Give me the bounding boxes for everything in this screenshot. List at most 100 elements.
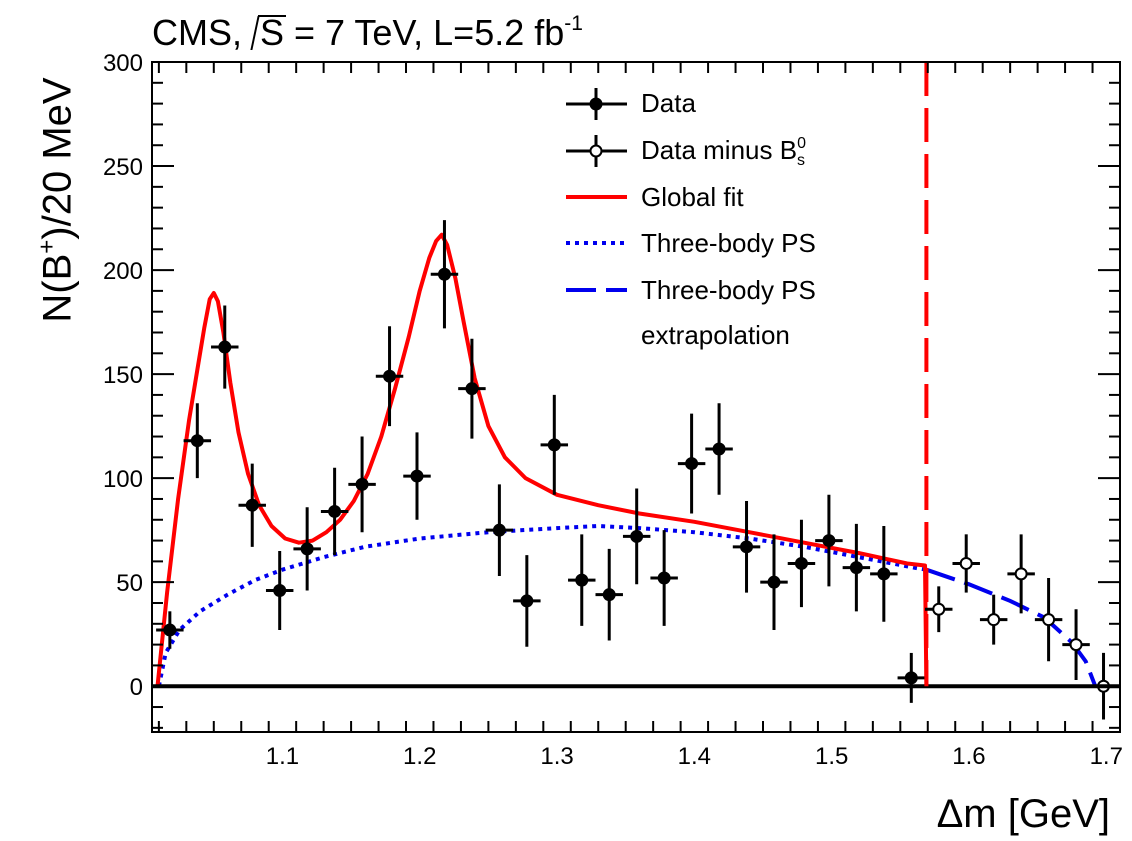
marker [1069, 638, 1083, 652]
x-tick-label: 1.1 [266, 743, 299, 770]
marker [932, 602, 946, 616]
legend-label-data: Data [641, 88, 696, 118]
data-point-13 [513, 555, 541, 647]
marker [520, 594, 534, 608]
marker [959, 556, 973, 570]
data-minus-point-1 [952, 534, 980, 593]
data-point-19 [677, 413, 706, 514]
data-point-4 [265, 550, 294, 631]
marker [328, 504, 342, 518]
x-tick-label: 1.6 [952, 743, 985, 770]
marker [273, 584, 287, 598]
y-tick-label: 300 [103, 50, 143, 77]
chart-title: CMS, S = 7 TeV, L=5.2 fb-1 [152, 12, 583, 54]
legend-label-ps-extrap: Three-body PS [641, 275, 816, 305]
marker [767, 575, 781, 589]
marker [1014, 567, 1028, 581]
data-point-22 [760, 534, 788, 631]
legend-markers [566, 88, 627, 292]
data-point-10 [430, 220, 459, 329]
marker [849, 561, 863, 575]
marker [383, 369, 397, 383]
legend-dot [589, 144, 603, 158]
marker [575, 573, 589, 587]
marker [685, 457, 699, 471]
data-point-23 [787, 519, 816, 608]
marker [190, 434, 204, 448]
legend-dot [589, 97, 603, 111]
curves [155, 232, 1098, 687]
data-point-8 [375, 326, 404, 427]
marker [492, 523, 506, 537]
marker [1042, 613, 1056, 627]
marker [712, 442, 726, 456]
legend-label-global-fit: Global fit [641, 182, 744, 212]
data-point-14 [540, 394, 569, 495]
y-tick-label: 200 [103, 258, 143, 285]
x-tick-label: 1.7 [1090, 743, 1123, 770]
marker [877, 567, 891, 581]
data-point-24 [815, 494, 843, 587]
marker [300, 542, 314, 556]
data-minus-point-2 [979, 594, 1008, 645]
marker [547, 438, 561, 452]
data-point-6 [320, 467, 349, 556]
marker [904, 671, 918, 685]
marker [218, 340, 232, 354]
legend-label-ps: Three-body PS [641, 228, 816, 258]
data-point-1 [183, 403, 212, 479]
y-tick-label: 150 [103, 362, 143, 389]
data-point-7 [348, 436, 376, 533]
marker [822, 534, 836, 548]
data-point-9 [403, 432, 431, 520]
data-point-2 [211, 305, 239, 389]
marker [465, 382, 479, 396]
y-tick-label: 0 [130, 674, 143, 701]
data-point-16 [595, 548, 623, 641]
plot-frame [151, 61, 1121, 733]
y-tick-label: 250 [103, 154, 143, 181]
data-point-26 [870, 526, 898, 622]
marker [602, 588, 616, 602]
marker [794, 556, 808, 570]
y-axis-label: N(B+)/20 MeV [33, 77, 80, 323]
data-point-11 [458, 338, 486, 439]
marker [410, 469, 424, 483]
x-tick-label: 1.4 [678, 743, 711, 770]
ps-extrapolation-curve [925, 567, 1098, 687]
marker [245, 498, 259, 512]
x-axis-label: Δm [GeV] [936, 792, 1110, 836]
axes: 1.1 1.2 1.3 1.4 1.5 1.6 1.7 0 50 100 150 200 250 300 [103, 50, 1123, 770]
data-point-21 [732, 501, 761, 593]
x-tick-label: 1.3 [540, 743, 573, 770]
y-tick-label: 100 [103, 466, 143, 493]
legend-marker-data-minus [566, 135, 627, 167]
data-point-17 [622, 488, 651, 585]
data-minus-point-5 [1062, 609, 1090, 680]
sqrt-symbol: S [254, 12, 287, 54]
data-point-25 [842, 523, 871, 612]
data-point-0 [156, 611, 184, 649]
data-point-27 [897, 652, 926, 703]
marker [630, 529, 644, 543]
data-minus-point-0 [925, 586, 953, 633]
marker [740, 540, 754, 554]
marker [437, 267, 451, 281]
data-point-20 [705, 403, 733, 495]
data-point-3 [238, 463, 266, 547]
data-point-18 [650, 530, 678, 626]
marker [163, 623, 177, 637]
data-point-15 [568, 534, 596, 626]
x-tick-label: 1.2 [403, 743, 436, 770]
data-points [156, 220, 1118, 720]
x-tick-label: 1.5 [815, 743, 848, 770]
legend-label-data-minus: Data minus B0s [641, 135, 806, 169]
data-minus-point-4 [1034, 578, 1063, 662]
marker [987, 613, 1001, 627]
data-minus-point-3 [1007, 534, 1035, 614]
data-point-5 [293, 507, 321, 591]
marker [355, 477, 369, 491]
legend-label-ps-extrap-2: extrapolation [641, 320, 790, 350]
ps-curve [156, 523, 927, 687]
